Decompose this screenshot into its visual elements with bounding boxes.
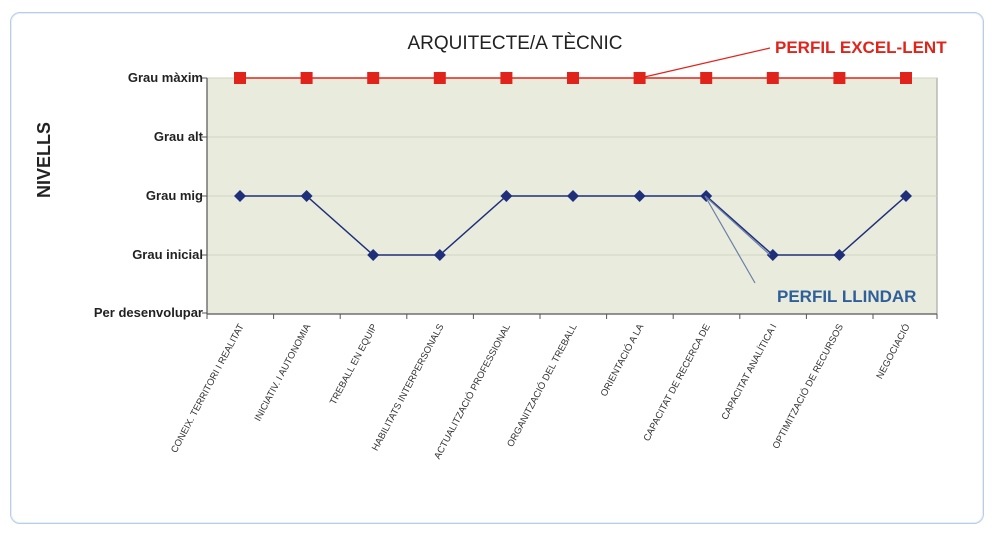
y-tick-label: Per desenvolupar — [94, 305, 203, 320]
point-excellent — [234, 72, 246, 84]
point-excellent — [367, 72, 380, 84]
point-llindar — [633, 190, 646, 202]
point-llindar — [367, 249, 380, 261]
x-tick-label: OPTIMITZACIÓ DE RECURSOS — [771, 322, 846, 451]
point-excellent — [633, 72, 646, 84]
point-llindar — [567, 190, 579, 202]
point-excellent — [766, 72, 779, 84]
x-tick-label: ORGANITZACIÓ DEL TREBALL — [505, 322, 579, 449]
chart-title: ARQUITECTE/A TÈCNIC — [407, 33, 622, 54]
point-llindar — [900, 190, 912, 202]
x-tick-label: NEGOCIACIÓ — [874, 322, 912, 381]
x-tick-label: ACTUALITZACIÓ PROFESSIONAL — [432, 322, 513, 461]
y-tick-label: Grau mig — [146, 188, 203, 203]
x-tick-label: ORIENTACIÓ A LA — [599, 322, 647, 399]
point-llindar — [234, 190, 246, 202]
point-excellent — [500, 72, 513, 84]
y-axis-title: NIVELLS — [34, 122, 54, 198]
y-tick-label: Grau inicial — [132, 247, 203, 262]
x-tick-label: INICIATIV. I AUTONOMIA — [253, 322, 314, 424]
y-tick-label: Grau màxim — [128, 70, 203, 85]
x-tick-label: CAPACITAT ANALÍTICA I — [720, 322, 780, 422]
y-tick-label: Grau alt — [154, 129, 204, 144]
x-tick-label: HABILITATS INTERPERSONALS — [370, 322, 446, 453]
point-excellent — [833, 72, 846, 84]
annotation-leader-excellent — [639, 47, 771, 79]
point-excellent — [700, 72, 713, 84]
annotation-leader-llindar — [704, 195, 771, 256]
x-tick-label: CAPACITAT DE RECERCA DE — [642, 322, 713, 443]
legend-label-llindar: PERFIL LLINDAR — [777, 287, 916, 306]
point-llindar — [500, 190, 513, 202]
x-tick-label: CONEIX. TERRITORI I REALITAT — [169, 322, 247, 455]
legend-label-excellent: PERFIL EXCEL-LENT — [775, 38, 947, 57]
point-llindar — [833, 249, 846, 261]
point-llindar — [300, 190, 313, 202]
plot-area: Per desenvolupar Grau inicial Grau mig Grau… — [94, 47, 938, 461]
x-tick-label: TREBALL EN EQUIP — [328, 322, 380, 407]
point-llindar — [433, 249, 446, 261]
point-llindar — [700, 190, 713, 202]
point-excellent — [433, 72, 446, 84]
point-llindar — [766, 249, 779, 261]
point-excellent — [567, 72, 579, 84]
point-excellent — [900, 72, 912, 84]
point-excellent — [300, 72, 313, 84]
annotation-leader-llindar — [704, 195, 756, 284]
